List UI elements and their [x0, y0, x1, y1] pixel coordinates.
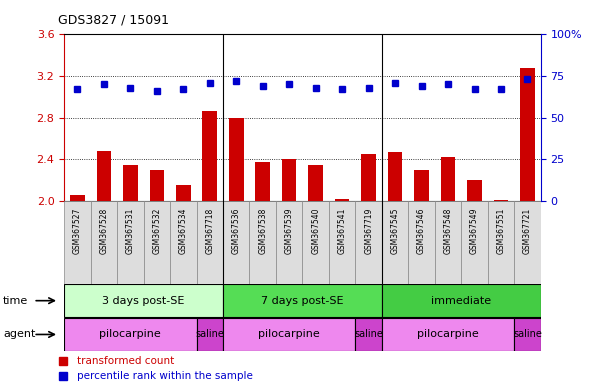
Bar — [520, 68, 535, 201]
Text: GSM367528: GSM367528 — [100, 208, 108, 254]
Bar — [90, 201, 117, 284]
Bar — [255, 162, 270, 201]
Bar — [467, 180, 482, 201]
Text: pilocarpine: pilocarpine — [100, 329, 161, 339]
Bar — [408, 201, 435, 284]
Bar — [97, 151, 111, 201]
Bar — [435, 201, 461, 284]
Bar — [414, 170, 429, 201]
Bar — [488, 201, 514, 284]
Bar — [514, 201, 541, 284]
Bar — [494, 200, 508, 201]
Bar — [282, 159, 296, 201]
Text: 3 days post-SE: 3 days post-SE — [103, 296, 185, 306]
Text: GSM367549: GSM367549 — [470, 208, 479, 254]
Bar — [388, 152, 403, 201]
Text: GSM367548: GSM367548 — [444, 208, 453, 254]
Bar — [329, 201, 356, 284]
Text: GSM367718: GSM367718 — [205, 208, 214, 254]
Bar — [123, 165, 137, 201]
Text: immediate: immediate — [431, 296, 491, 306]
Text: GSM367540: GSM367540 — [311, 208, 320, 254]
Text: 7 days post-SE: 7 days post-SE — [261, 296, 344, 306]
Text: pilocarpine: pilocarpine — [417, 329, 479, 339]
Bar — [64, 201, 90, 284]
Bar — [176, 185, 191, 201]
Text: saline: saline — [196, 329, 224, 339]
Bar — [170, 201, 197, 284]
Text: GSM367532: GSM367532 — [152, 208, 161, 254]
Bar — [144, 201, 170, 284]
Bar — [64, 285, 223, 317]
Bar — [223, 201, 249, 284]
Bar — [356, 201, 382, 284]
Text: GSM367536: GSM367536 — [232, 208, 241, 254]
Bar — [249, 201, 276, 284]
Bar — [335, 199, 349, 201]
Text: GSM367527: GSM367527 — [73, 208, 82, 254]
Text: GSM367551: GSM367551 — [497, 208, 505, 254]
Bar — [202, 111, 217, 201]
Bar — [276, 201, 302, 284]
Bar — [382, 285, 541, 317]
Text: GSM367546: GSM367546 — [417, 208, 426, 254]
Text: saline: saline — [513, 329, 542, 339]
Text: agent: agent — [3, 329, 35, 339]
Bar — [197, 201, 223, 284]
Bar — [356, 318, 382, 351]
Text: GSM367719: GSM367719 — [364, 208, 373, 254]
Bar — [302, 201, 329, 284]
Bar — [514, 318, 541, 351]
Text: time: time — [3, 296, 28, 306]
Text: GSM367545: GSM367545 — [390, 208, 400, 254]
Bar — [117, 201, 144, 284]
Bar — [70, 195, 85, 201]
Bar — [223, 285, 382, 317]
Text: GSM367531: GSM367531 — [126, 208, 135, 254]
Text: percentile rank within the sample: percentile rank within the sample — [77, 371, 253, 381]
Bar — [382, 201, 408, 284]
Text: GSM367721: GSM367721 — [523, 208, 532, 254]
Text: GDS3827 / 15091: GDS3827 / 15091 — [58, 13, 169, 26]
Text: saline: saline — [354, 329, 383, 339]
Bar — [361, 154, 376, 201]
Text: GSM367534: GSM367534 — [179, 208, 188, 254]
Text: GSM367541: GSM367541 — [338, 208, 346, 254]
Bar — [229, 118, 244, 201]
Text: pilocarpine: pilocarpine — [258, 329, 320, 339]
Bar — [150, 170, 164, 201]
Bar — [441, 157, 455, 201]
Bar — [64, 318, 197, 351]
Text: GSM367538: GSM367538 — [258, 208, 267, 254]
Text: transformed count: transformed count — [77, 356, 174, 366]
Bar — [197, 318, 223, 351]
Bar — [223, 318, 356, 351]
Text: GSM367539: GSM367539 — [285, 208, 294, 254]
Bar — [382, 318, 514, 351]
Bar — [309, 165, 323, 201]
Bar — [461, 201, 488, 284]
